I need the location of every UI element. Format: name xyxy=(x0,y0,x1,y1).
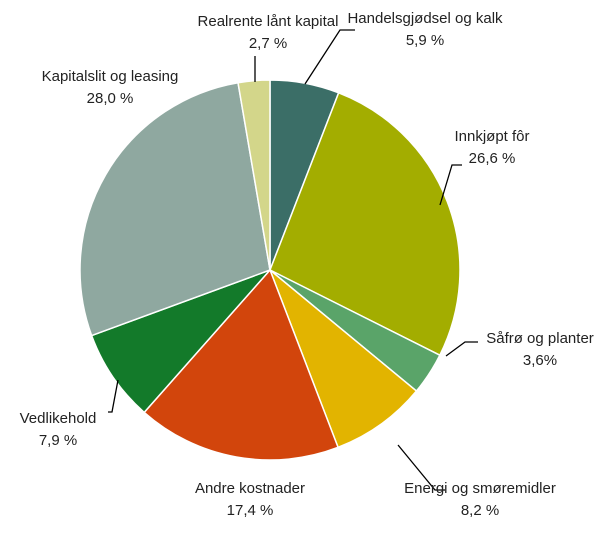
value-label: 26,6 % xyxy=(469,150,516,167)
pie-slice xyxy=(143,268,340,461)
leader-line xyxy=(304,29,355,85)
value-label: 5,9 % xyxy=(406,32,444,49)
value-label: 17,4 % xyxy=(227,502,274,519)
category-name: Andre kostnader xyxy=(195,480,305,497)
pie-slice xyxy=(269,91,461,357)
category-name: Kapitalslit og leasing xyxy=(42,68,179,85)
slice-label: Vedlikehold 7,9 % xyxy=(20,410,97,449)
value-label: 3,6% xyxy=(523,352,557,369)
value-label: 8,2 % xyxy=(461,502,499,519)
pie-slice xyxy=(79,81,271,337)
slice-label: Energi og smøremidler 8,2 % xyxy=(404,480,556,519)
slice-label: Realrente lånt kapital 2,7 % xyxy=(198,13,339,52)
slice-label: Såfrø og planter 3,6% xyxy=(486,330,594,369)
slice-label: Handelsgjødsel og kalk 5,9 % xyxy=(347,10,503,49)
category-name: Energi og smøremidler xyxy=(404,480,556,497)
leader-line xyxy=(397,444,445,491)
leader-line xyxy=(439,164,462,206)
pie xyxy=(79,79,461,461)
value-label: 2,7 % xyxy=(249,35,287,52)
slice-label: Kapitalslit og leasing 28,0 % xyxy=(42,68,179,107)
category-name: Realrente lånt kapital xyxy=(198,13,339,30)
pie-slice xyxy=(237,79,271,271)
slice-label: Andre kostnader 17,4 % xyxy=(195,480,305,519)
pie-slice xyxy=(268,267,418,449)
value-label: 7,9 % xyxy=(39,432,77,449)
category-name: Vedlikehold xyxy=(20,410,97,427)
category-name: Såfrø og planter xyxy=(486,330,594,347)
slice-label: Innkjøpt fôr 26,6 % xyxy=(454,128,529,167)
leader-line xyxy=(445,341,478,357)
leader-line xyxy=(108,379,119,413)
category-name: Innkjøpt fôr xyxy=(454,128,529,145)
category-name: Handelsgjødsel og kalk xyxy=(347,10,503,27)
pie-slice xyxy=(90,269,271,414)
leader-lines xyxy=(108,29,478,491)
value-label: 28,0 % xyxy=(87,90,134,107)
